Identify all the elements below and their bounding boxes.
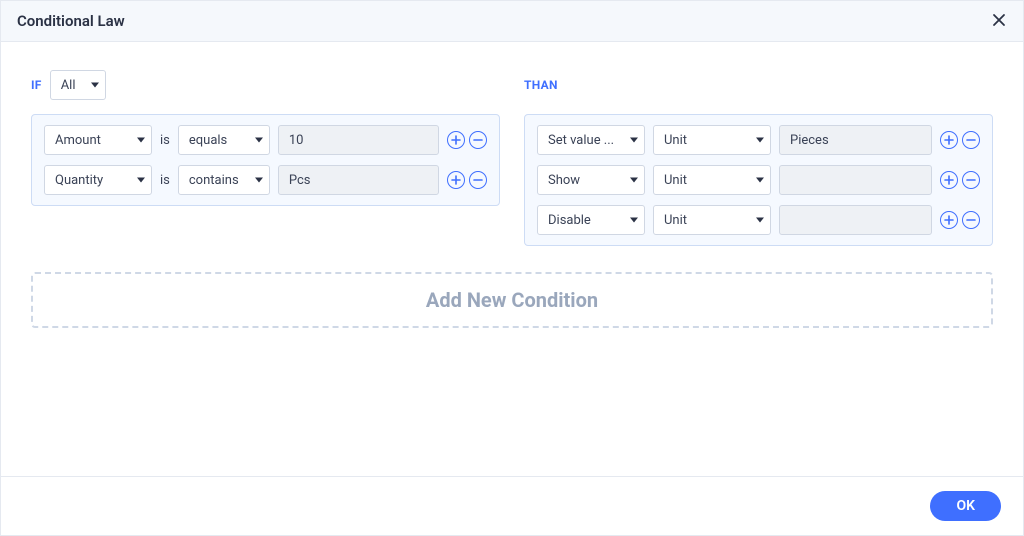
remove-icon[interactable]: [469, 171, 487, 189]
if-column: IF All Amount is equals: [31, 70, 500, 246]
remove-icon[interactable]: [469, 131, 487, 149]
add-new-condition-button[interactable]: Add New Condition: [31, 272, 993, 328]
if-value-input[interactable]: [278, 125, 439, 155]
chevron-down-icon: [137, 178, 145, 183]
than-actions-panel: Set value ... Unit: [524, 114, 993, 246]
than-value-input[interactable]: [779, 165, 932, 195]
than-target-select[interactable]: Unit: [653, 125, 771, 155]
than-target-select[interactable]: Unit: [653, 165, 771, 195]
chevron-down-icon: [756, 138, 764, 143]
if-row: Amount is equals: [44, 125, 487, 155]
than-value-input[interactable]: [779, 205, 932, 235]
if-value-input[interactable]: [278, 165, 439, 195]
if-field-select[interactable]: Quantity: [44, 165, 152, 195]
chevron-down-icon: [137, 138, 145, 143]
add-icon[interactable]: [940, 131, 958, 149]
than-keyword: THAN: [524, 78, 558, 92]
if-field-select[interactable]: Amount: [44, 125, 152, 155]
add-icon[interactable]: [447, 131, 465, 149]
than-row: Set value ... Unit: [537, 125, 980, 155]
chevron-down-icon: [630, 138, 638, 143]
dialog-header: Conditional Law: [1, 1, 1023, 42]
chevron-down-icon: [91, 83, 99, 88]
than-row: Show Unit: [537, 165, 980, 195]
than-target-select[interactable]: Unit: [653, 205, 771, 235]
chevron-down-icon: [630, 218, 638, 223]
than-value-input[interactable]: [779, 125, 932, 155]
remove-icon[interactable]: [962, 211, 980, 229]
if-keyword: IF: [31, 78, 42, 92]
than-action-select[interactable]: Set value ...: [537, 125, 645, 155]
chevron-down-icon: [255, 138, 263, 143]
add-icon[interactable]: [940, 171, 958, 189]
dialog-title: Conditional Law: [17, 12, 125, 30]
if-conditions-panel: Amount is equals: [31, 114, 500, 206]
is-label: is: [160, 173, 170, 188]
chevron-down-icon: [756, 178, 764, 183]
chevron-down-icon: [630, 178, 638, 183]
if-scope-select[interactable]: All: [50, 70, 106, 100]
than-column: THAN Set value ... Unit: [524, 70, 993, 246]
conditional-law-dialog: Conditional Law IF All: [0, 0, 1024, 536]
remove-icon[interactable]: [962, 131, 980, 149]
if-operator-select[interactable]: equals: [178, 125, 270, 155]
if-scope-value: All: [61, 78, 76, 93]
add-icon[interactable]: [940, 211, 958, 229]
close-icon[interactable]: [991, 11, 1007, 31]
is-label: is: [160, 133, 170, 148]
chevron-down-icon: [255, 178, 263, 183]
if-row: Quantity is contains: [44, 165, 487, 195]
than-action-select[interactable]: Disable: [537, 205, 645, 235]
dialog-body: IF All Amount is equals: [1, 42, 1023, 476]
if-operator-select[interactable]: contains: [178, 165, 270, 195]
remove-icon[interactable]: [962, 171, 980, 189]
than-row: Disable Unit: [537, 205, 980, 235]
than-action-select[interactable]: Show: [537, 165, 645, 195]
dialog-footer: OK: [1, 476, 1023, 535]
ok-button[interactable]: OK: [930, 491, 1001, 521]
add-icon[interactable]: [447, 171, 465, 189]
chevron-down-icon: [756, 218, 764, 223]
